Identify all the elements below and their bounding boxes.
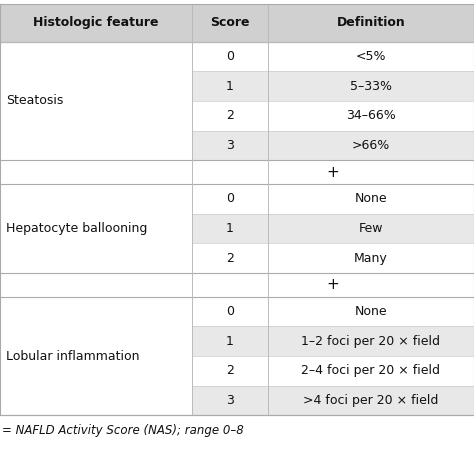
Text: 3: 3: [226, 394, 234, 407]
Text: None: None: [355, 192, 387, 205]
Text: Histologic feature: Histologic feature: [33, 16, 159, 29]
Text: 1–2 foci per 20 × field: 1–2 foci per 20 × field: [301, 335, 440, 348]
Bar: [0, 386, 192, 415]
Bar: [0, 214, 192, 243]
Text: Definition: Definition: [337, 16, 405, 29]
Text: 2–4 foci per 20 × field: 2–4 foci per 20 × field: [301, 364, 440, 377]
Text: Steatosis: Steatosis: [6, 94, 64, 107]
Text: 0: 0: [226, 305, 234, 318]
Text: 2: 2: [226, 364, 234, 377]
Text: 0: 0: [226, 192, 234, 205]
Text: +: +: [327, 165, 339, 180]
Text: 1: 1: [226, 222, 234, 235]
Text: = NAFLD Activity Score (NAS); range 0–8: = NAFLD Activity Score (NAS); range 0–8: [2, 424, 244, 437]
Text: +: +: [327, 277, 339, 292]
Bar: [268, 214, 474, 243]
Text: Hepatocyte ballooning: Hepatocyte ballooning: [6, 222, 147, 235]
Text: Many: Many: [354, 251, 388, 264]
Bar: [192, 42, 268, 71]
Text: 34–66%: 34–66%: [346, 109, 396, 122]
Bar: [192, 326, 268, 356]
Text: 2: 2: [226, 109, 234, 122]
Bar: [0, 42, 192, 71]
Bar: [192, 184, 268, 214]
Bar: [192, 71, 268, 101]
Bar: [192, 214, 268, 243]
Bar: [268, 71, 474, 101]
Bar: [0, 356, 192, 386]
Text: >66%: >66%: [352, 139, 390, 152]
Bar: [0, 101, 192, 131]
Text: Score: Score: [210, 16, 250, 29]
Text: 2: 2: [226, 251, 234, 264]
Bar: [192, 101, 268, 131]
Bar: [0, 71, 192, 101]
Text: 0: 0: [226, 50, 234, 63]
Bar: [192, 386, 268, 415]
Bar: [0, 297, 192, 326]
Bar: [268, 42, 474, 71]
Bar: [0, 131, 192, 160]
Bar: [268, 386, 474, 415]
Bar: [0, 160, 474, 184]
Bar: [192, 243, 268, 273]
Text: None: None: [355, 305, 387, 318]
Bar: [268, 326, 474, 356]
Text: 1: 1: [226, 335, 234, 348]
Bar: [0, 184, 192, 214]
Bar: [0, 273, 474, 297]
Bar: [0, 326, 192, 356]
Bar: [192, 356, 268, 386]
Bar: [268, 101, 474, 131]
Bar: [192, 131, 268, 160]
Text: 3: 3: [226, 139, 234, 152]
Text: Few: Few: [359, 222, 383, 235]
Bar: [268, 131, 474, 160]
Text: 1: 1: [226, 79, 234, 92]
Bar: [0, 243, 192, 273]
Text: 5–33%: 5–33%: [350, 79, 392, 92]
Bar: [0, 4, 474, 42]
Text: Lobular inflammation: Lobular inflammation: [6, 349, 139, 362]
Text: >4 foci per 20 × field: >4 foci per 20 × field: [303, 394, 438, 407]
Bar: [268, 243, 474, 273]
Bar: [268, 356, 474, 386]
Text: <5%: <5%: [356, 50, 386, 63]
Bar: [268, 297, 474, 326]
Bar: [268, 184, 474, 214]
Bar: [192, 297, 268, 326]
